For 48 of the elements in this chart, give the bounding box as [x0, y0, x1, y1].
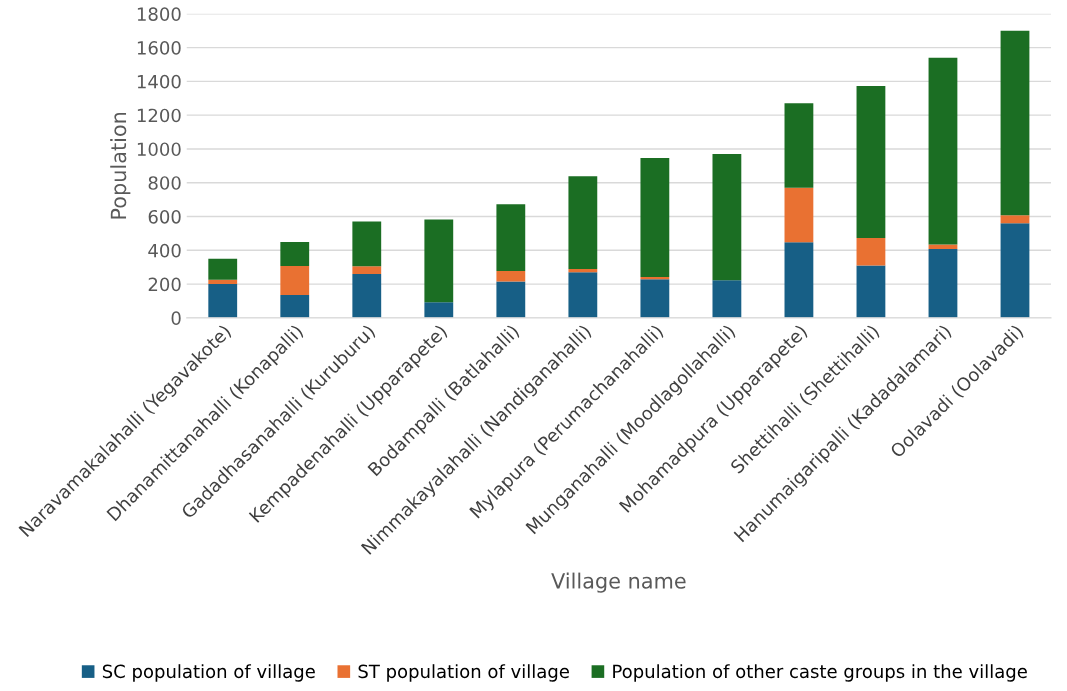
y-tick-label: 800 — [148, 176, 181, 190]
bar — [352, 273, 382, 318]
bar — [280, 242, 310, 266]
bar — [208, 279, 238, 285]
bar — [784, 242, 814, 318]
y-axis-title: Population — [110, 112, 131, 219]
bar — [856, 265, 886, 318]
bar — [1000, 223, 1030, 318]
y-tick-label: 1400 — [137, 74, 181, 89]
y-tick-label: 1600 — [137, 41, 181, 55]
bar — [568, 176, 598, 269]
y-tick-label: 1000 — [137, 142, 181, 157]
legend-label: ST population of village — [358, 664, 569, 682]
y-tick-label: 1200 — [137, 108, 181, 123]
bar — [568, 272, 598, 318]
y-tick-label: 600 — [148, 209, 181, 224]
bar — [496, 281, 526, 318]
bar — [352, 266, 382, 274]
bar — [1000, 215, 1030, 224]
bar — [856, 85, 886, 238]
legend-label: Population of other caste groups in the village — [613, 664, 1027, 682]
bar — [568, 268, 598, 273]
bar — [1000, 30, 1030, 216]
bar — [640, 279, 670, 318]
bar — [928, 248, 958, 318]
y-tick-label: 400 — [148, 243, 181, 258]
bar — [928, 57, 958, 245]
bar — [712, 154, 742, 281]
x-axis-title: Village name — [551, 572, 686, 593]
bar — [208, 258, 238, 280]
y-tick-label: 1800 — [137, 7, 181, 21]
bar — [208, 284, 238, 318]
bar — [928, 244, 958, 249]
y-tick-label: 200 — [148, 277, 181, 292]
bar — [424, 302, 454, 318]
bar — [496, 204, 526, 271]
y-tick-label: 0 — [171, 311, 181, 325]
legend-label: SC population of village — [102, 664, 315, 682]
bar — [640, 157, 670, 277]
bar — [784, 187, 814, 243]
bar — [784, 103, 814, 188]
bar — [280, 266, 310, 296]
bar — [856, 237, 886, 266]
bar — [496, 270, 526, 282]
bar — [280, 295, 310, 318]
bar — [352, 221, 382, 267]
bar — [424, 219, 454, 303]
bar — [712, 280, 742, 318]
